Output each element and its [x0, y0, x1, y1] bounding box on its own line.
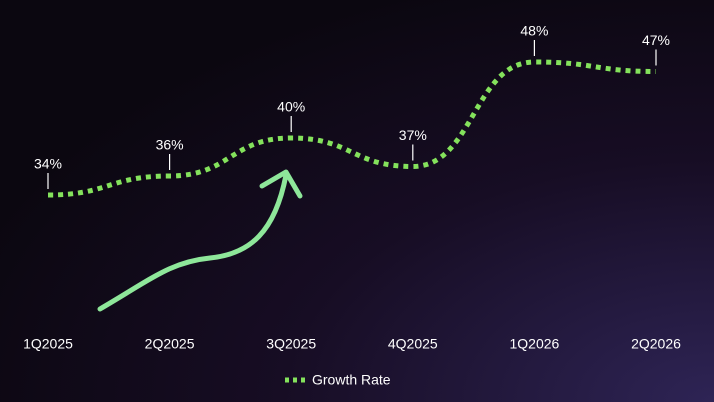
x-tick-label: 4Q2025	[388, 336, 438, 352]
data-label: 40%	[277, 99, 305, 115]
data-label: 36%	[156, 137, 184, 153]
data-label: 47%	[642, 32, 670, 48]
x-tick-label: 2Q2025	[145, 336, 195, 352]
data-line	[47, 59, 657, 198]
data-label: 48%	[520, 23, 548, 39]
data-label: 37%	[399, 127, 427, 143]
x-tick-label: 1Q2026	[509, 336, 559, 352]
legend-label: Growth Rate	[312, 372, 391, 388]
x-tick-label: 2Q2026	[631, 336, 681, 352]
x-tick-label: 1Q2025	[23, 336, 73, 352]
annotation-arrow	[97, 169, 303, 312]
data-label: 34%	[34, 156, 62, 172]
x-tick-label: 3Q2025	[266, 336, 316, 352]
